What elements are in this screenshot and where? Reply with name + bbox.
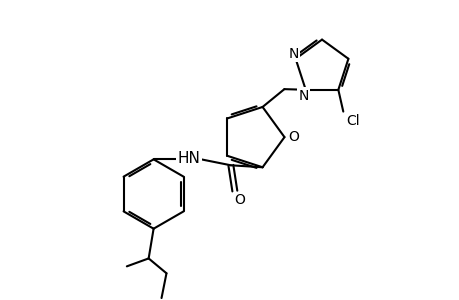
Text: N: N (288, 47, 298, 61)
Text: N: N (298, 89, 308, 103)
Text: O: O (234, 193, 245, 207)
Text: HN: HN (178, 151, 200, 166)
Text: O: O (287, 130, 298, 144)
Text: Cl: Cl (346, 115, 359, 128)
